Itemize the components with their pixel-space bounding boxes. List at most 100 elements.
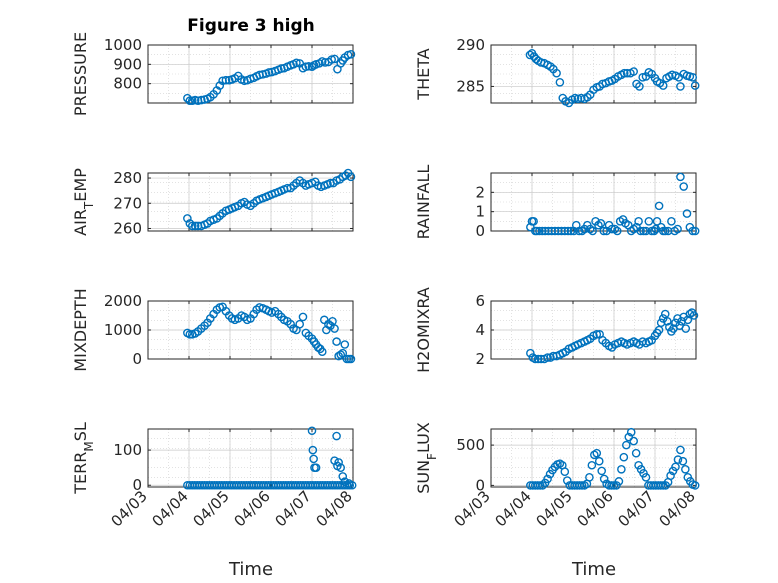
data-point — [336, 463, 346, 472]
data-point — [298, 312, 308, 322]
y-tick-label: 290 — [456, 36, 485, 54]
data-point — [676, 172, 685, 182]
data-point — [344, 479, 354, 488]
data-point — [332, 431, 341, 441]
subplot-theta: 285 290 THETA — [414, 36, 700, 108]
data-point — [629, 436, 638, 446]
data-point — [346, 354, 356, 364]
data-point — [656, 481, 666, 490]
y-tick-label: 6 — [475, 292, 485, 310]
data-point — [622, 440, 631, 450]
data-point — [525, 50, 535, 60]
data-point — [311, 463, 321, 472]
data-point — [555, 77, 565, 87]
data-point — [654, 201, 664, 211]
data-point — [641, 473, 651, 482]
data-point — [599, 226, 609, 236]
data-point — [644, 217, 654, 226]
data-point — [683, 315, 693, 325]
data-point — [340, 340, 350, 349]
data-point — [336, 350, 346, 359]
data-point — [529, 217, 538, 226]
data-point — [688, 226, 698, 236]
y-axis-label: AIRTEMP — [71, 168, 96, 236]
data-point — [597, 466, 607, 476]
data-point — [307, 426, 317, 436]
data-point — [607, 224, 617, 234]
y-tick-label: 4 — [475, 321, 485, 339]
data-point — [681, 464, 690, 474]
data-point — [537, 226, 547, 236]
series-markers — [183, 426, 357, 490]
data-point — [533, 481, 543, 490]
data-point — [190, 221, 200, 231]
data-point — [309, 454, 318, 464]
data-point — [676, 445, 685, 455]
y-axis-label: PRESSURE — [71, 32, 90, 116]
y-tick-label: 1 — [475, 203, 485, 221]
data-point — [647, 226, 657, 236]
data-point — [543, 474, 552, 484]
data-point — [196, 95, 206, 105]
series-markers — [526, 308, 699, 364]
data-point — [185, 96, 195, 105]
y-axis-label: SUNFLUX — [414, 422, 439, 494]
data-point — [187, 221, 197, 231]
xlabel-left: Time — [228, 559, 273, 580]
data-point — [626, 427, 636, 437]
data-point — [552, 68, 561, 78]
y-tick-label: 285 — [456, 77, 485, 95]
data-point — [599, 474, 609, 484]
y-axis-label: THETA — [414, 48, 433, 100]
data-point — [560, 467, 570, 476]
data-point — [649, 226, 659, 236]
data-point — [641, 226, 651, 236]
data-point — [666, 471, 675, 481]
y-tick-label: 800 — [113, 75, 142, 93]
data-point — [679, 182, 689, 191]
data-point — [543, 353, 552, 362]
data-point — [185, 330, 195, 339]
data-point — [308, 445, 318, 455]
data-point — [614, 477, 624, 486]
data-point — [652, 217, 662, 226]
xlabel-right: Time — [571, 559, 616, 580]
data-point — [665, 322, 674, 332]
data-point — [526, 348, 535, 358]
data-point — [538, 481, 547, 490]
data-point — [264, 68, 274, 77]
data-point — [346, 172, 356, 182]
y-tick-label: 2 — [475, 183, 485, 201]
data-point — [560, 226, 570, 236]
data-point — [292, 58, 301, 68]
data-point — [563, 226, 573, 236]
data-point — [682, 209, 692, 218]
y-tick-label: 0 — [475, 222, 485, 240]
y-tick-label: 0 — [132, 476, 142, 494]
data-point — [535, 226, 544, 236]
data-point — [635, 82, 644, 91]
y-tick-label: 270 — [113, 194, 142, 212]
subplot-rainfall: 01 2 RAINFALL — [414, 165, 700, 240]
axes-box — [147, 44, 354, 104]
data-point — [183, 93, 192, 103]
data-point — [607, 481, 616, 490]
data-point — [574, 226, 584, 236]
data-point — [346, 49, 356, 59]
data-point — [634, 217, 643, 226]
y-tick-label: 1000 — [104, 321, 142, 339]
data-point — [667, 217, 676, 226]
data-point — [301, 62, 311, 71]
subplot-airtemp: 260 270 280 AIRTEMP — [71, 168, 356, 237]
subplot-mixdepth: 0 1000 2000 MIXDEPTH — [71, 288, 356, 372]
data-point — [639, 226, 648, 236]
data-point — [619, 452, 629, 462]
y-axis-label: TERRMSL — [71, 422, 96, 495]
data-point — [562, 476, 572, 485]
data-point — [334, 458, 343, 467]
data-point — [588, 226, 597, 236]
y-tick-label: 100 — [113, 441, 142, 459]
data-point — [530, 354, 540, 364]
